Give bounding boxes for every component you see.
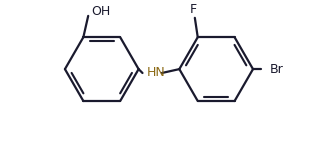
Text: OH: OH (91, 4, 110, 18)
Text: F: F (189, 3, 197, 16)
Text: Br: Br (270, 63, 283, 76)
Text: HN: HN (147, 66, 166, 80)
